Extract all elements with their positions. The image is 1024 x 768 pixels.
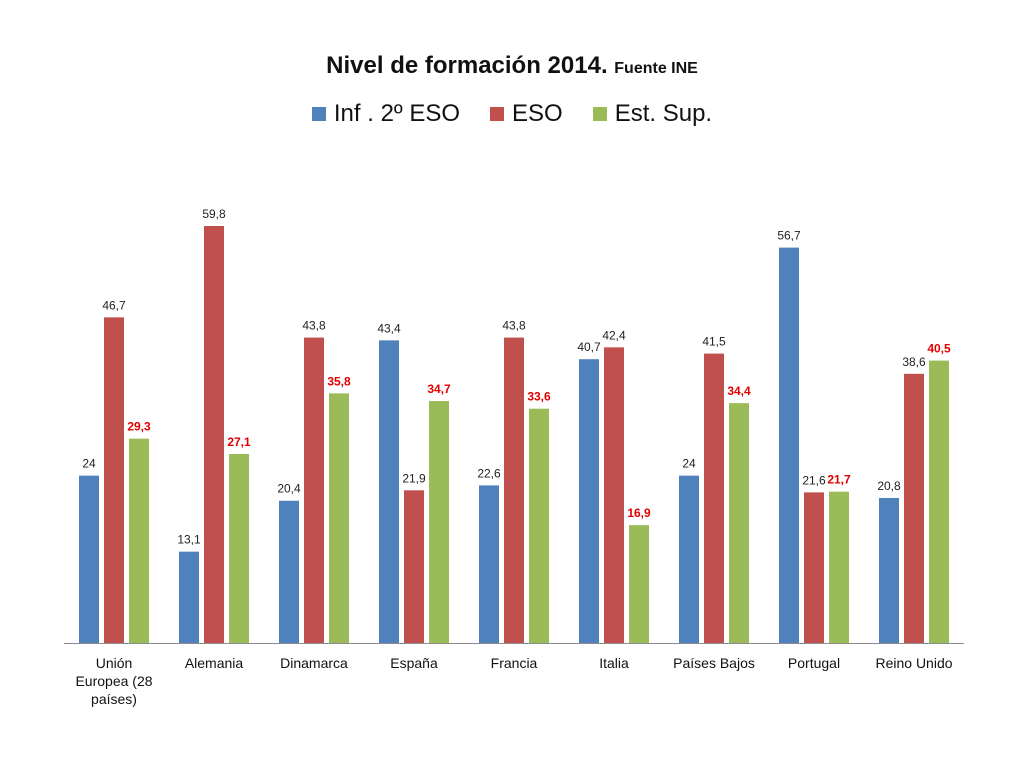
legend-item-0: Inf . 2º ESO	[311, 100, 461, 128]
data-label-7-1: 21,6	[802, 473, 826, 487]
category-label-0-0: Unión	[96, 655, 133, 671]
bar-7-2	[829, 491, 849, 643]
chart-title-main: Nivel de formación 2014.	[326, 52, 608, 79]
legend-item-2: Est. Sup.	[592, 100, 713, 128]
data-label-1-0: 13,1	[177, 533, 201, 547]
bar-8-2	[929, 360, 949, 643]
data-label-3-0: 43,4	[377, 321, 401, 335]
bar-4-0	[479, 485, 499, 643]
data-label-5-0: 40,7	[577, 340, 601, 354]
data-label-8-1: 38,6	[902, 355, 926, 369]
bar-1-0	[179, 551, 199, 643]
bar-6-2	[729, 403, 749, 643]
category-label-8: Reino Unido	[875, 655, 952, 671]
bar-2-2	[329, 393, 349, 643]
data-label-4-2: 33,6	[527, 390, 551, 404]
data-label-6-0: 24	[682, 457, 696, 471]
category-label-6: Países Bajos	[673, 655, 755, 671]
bar-2-1	[304, 337, 324, 643]
data-label-8-0: 20,8	[877, 479, 901, 493]
data-label-2-0: 20,4	[277, 482, 301, 496]
legend-label-1: ESO	[512, 100, 563, 127]
data-label-1-2: 27,1	[227, 435, 251, 449]
bar-1-1	[204, 226, 224, 643]
bar-0-1	[104, 317, 124, 643]
bar-3-0	[379, 340, 399, 643]
bar-2-0	[279, 500, 299, 643]
data-label-0-1: 46,7	[102, 298, 126, 312]
bar-3-1	[404, 490, 424, 643]
category-label-5: Italia	[599, 655, 629, 671]
data-label-7-2: 21,7	[827, 473, 851, 487]
data-label-6-2: 34,4	[727, 384, 751, 398]
legend: Inf . 2º ESO ESO Est. Sup.	[0, 100, 1024, 128]
bar-6-0	[679, 475, 699, 643]
bar-4-2	[529, 408, 549, 643]
data-label-4-0: 22,6	[477, 466, 501, 480]
data-label-6-1: 41,5	[702, 335, 726, 349]
legend-label-2: Est. Sup.	[614, 100, 713, 127]
bar-8-0	[879, 497, 899, 643]
legend-label-0: Inf . 2º ESO	[333, 100, 461, 127]
chart-title: Nivel de formación 2014. Fuente INE	[0, 52, 1024, 80]
category-label-2: Dinamarca	[280, 655, 348, 671]
category-label-3: España	[390, 655, 438, 671]
bar-3-2	[429, 401, 449, 643]
bar-8-1	[904, 373, 924, 643]
data-label-2-2: 35,8	[327, 374, 351, 388]
category-label-0-1: Europea (28	[75, 673, 152, 689]
legend-item-1: ESO	[490, 100, 563, 128]
data-label-7-0: 56,7	[777, 229, 801, 243]
data-label-5-2: 16,9	[627, 506, 651, 520]
bar-5-2	[629, 525, 649, 643]
category-label-0-2: países)	[91, 691, 137, 707]
chart-subtitle: Fuente INE	[614, 60, 698, 77]
data-label-2-1: 43,8	[302, 319, 326, 333]
category-label-7: Portugal	[788, 655, 840, 671]
data-label-0-0: 24	[82, 457, 96, 471]
bar-5-1	[604, 347, 624, 643]
data-label-1-1: 59,8	[202, 207, 226, 221]
data-label-3-2: 34,7	[427, 382, 451, 396]
category-label-4: Francia	[491, 655, 538, 671]
data-label-3-1: 21,9	[402, 471, 426, 485]
data-label-5-1: 42,4	[602, 328, 626, 342]
bar-1-2	[229, 454, 249, 643]
bar-5-0	[579, 359, 599, 643]
bar-7-1	[804, 492, 824, 643]
bar-6-1	[704, 353, 724, 643]
data-label-4-1: 43,8	[502, 319, 526, 333]
bar-0-2	[129, 438, 149, 643]
data-label-0-2: 29,3	[127, 420, 151, 434]
legend-swatch-1	[490, 107, 505, 121]
category-label-1: Alemania	[185, 655, 244, 671]
bar-7-0	[779, 247, 799, 643]
legend-swatch-0	[311, 107, 326, 121]
bar-0-0	[79, 475, 99, 643]
legend-swatch-2	[592, 107, 607, 121]
bar-4-1	[504, 337, 524, 643]
data-label-8-2: 40,5	[927, 342, 951, 356]
